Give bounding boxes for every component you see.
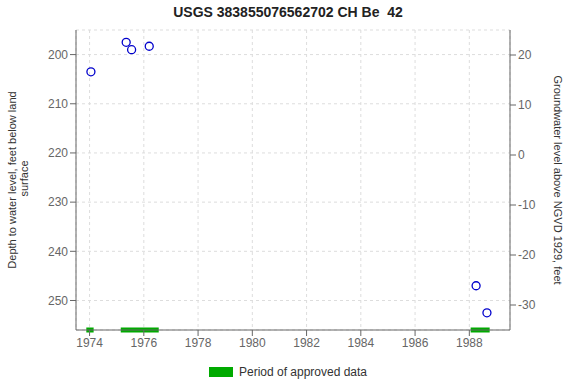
svg-text:1976: 1976 [130, 336, 157, 350]
svg-text:-30: -30 [518, 298, 536, 312]
html-text:USGS 383855076562702 CH Be 42: USGS 383855076562702 CH Be 42 [173, 4, 403, 20]
svg-text:230: 230 [48, 195, 68, 209]
svg-text:250: 250 [48, 294, 68, 308]
svg-text:Groundwater level above NGVD 1: Groundwater level above NGVD 1929, feet [552, 75, 564, 284]
svg-text:1980: 1980 [239, 336, 266, 350]
html-text:Period of approved data: Period of approved data [239, 365, 367, 379]
svg-text:200: 200 [48, 48, 68, 62]
svg-text:240: 240 [48, 245, 68, 259]
svg-text:210: 210 [48, 97, 68, 111]
svg-text:220: 220 [48, 146, 68, 160]
svg-text:1988: 1988 [456, 336, 483, 350]
svg-text:10: 10 [518, 98, 532, 112]
svg-text:1986: 1986 [402, 336, 429, 350]
svg-text:1978: 1978 [185, 336, 212, 350]
svg-text:1984: 1984 [347, 336, 374, 350]
svg-text:-10: -10 [518, 198, 536, 212]
svg-text:-20: -20 [518, 248, 536, 262]
svg-text:20: 20 [518, 48, 532, 62]
svg-text:0: 0 [518, 148, 525, 162]
svg-text:Depth to water level, feet bel: Depth to water level, feet below land su… [8, 91, 30, 268]
svg-text:1974: 1974 [76, 336, 103, 350]
svg-text:1982: 1982 [293, 336, 320, 350]
